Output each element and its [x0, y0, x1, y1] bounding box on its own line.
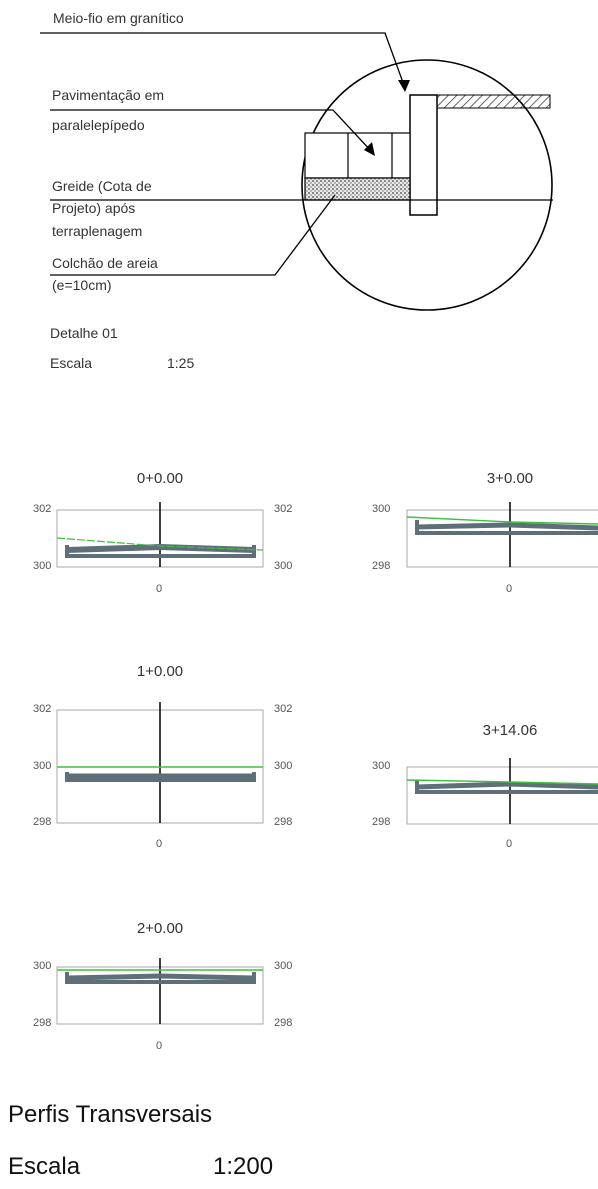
detail-circle [301, 59, 553, 311]
curb-block [409, 94, 438, 216]
detail-title: Detalhe 01 [50, 325, 118, 341]
label-greide-3: terraplenagem [52, 223, 143, 239]
label-pavimentacao-1: Pavimentação em [52, 87, 165, 103]
leader-meio-fio [40, 32, 406, 89]
detail-scale-value: 1:25 [167, 355, 195, 371]
profile-2 [56, 958, 264, 1025]
profile-2-ytop-right: 300 [274, 960, 293, 972]
profile-4-x-center: 0 [506, 838, 513, 850]
profile-3-x-center: 0 [506, 583, 513, 595]
detail-drawing [40, 32, 553, 311]
profile-1-ybottom-left: 298 [33, 816, 52, 828]
profile-1-ymid-left: 300 [33, 760, 52, 772]
profile-1-ytop-right: 302 [274, 703, 293, 715]
profile-1-x-center: 0 [156, 838, 163, 850]
profile-1-station: 1+0.00 [136, 663, 184, 680]
profile-0-ybottom-right: 300 [274, 560, 293, 572]
profile-0-ytop-right: 302 [274, 503, 293, 515]
profile-1 [56, 702, 264, 824]
profile-2-ybottom-right: 298 [274, 1017, 293, 1029]
profile-2-ytop-left: 300 [33, 960, 52, 972]
profile-3-ybottom-left: 298 [372, 560, 391, 572]
leader-colchao [50, 194, 336, 276]
profile-1-ymid-right: 300 [274, 760, 293, 772]
profile-4 [406, 758, 598, 825]
detail-scale-label: Escala [50, 355, 93, 371]
profile-0-x-center: 0 [156, 583, 163, 595]
label-greide-1: Greide (Cota de [52, 178, 152, 194]
profile-0 [56, 502, 264, 568]
profile-1-ybottom-right: 298 [274, 816, 293, 828]
profile-2-ybottom-left: 298 [33, 1017, 52, 1029]
footer-scale-value: 1:200 [213, 1153, 274, 1180]
label-pavimentacao-2: paralelepípedo [52, 117, 145, 133]
footer-title: Perfis Transversais [8, 1101, 213, 1128]
profile-2-station: 2+0.00 [136, 920, 184, 937]
profile-4-station: 3+14.06 [482, 722, 538, 739]
label-meio-fio: Meio-fio em granítico [53, 10, 184, 26]
profile-4-ybottom-left: 298 [372, 816, 391, 828]
profile-0-station: 0+0.00 [136, 470, 184, 487]
label-greide-2: Projeto) após [52, 200, 136, 216]
profile-3-ytop-left: 300 [372, 503, 391, 515]
profile-1-ytop-left: 302 [33, 703, 52, 715]
profile-2-x-center: 0 [156, 1040, 163, 1052]
profile-3 [406, 502, 598, 568]
profile-4-ytop-left: 300 [372, 760, 391, 772]
footer-scale-label: Escala [8, 1153, 81, 1180]
label-colchao-2: (e=10cm) [52, 277, 112, 293]
profiles-drawing [56, 502, 598, 1025]
leader-pavimentacao [50, 109, 373, 153]
profile-0-ytop-left: 302 [33, 503, 52, 515]
profile-3-station: 3+0.00 [486, 470, 534, 487]
label-colchao-1: Colchão de areia [52, 255, 158, 271]
profile-0-ybottom-left: 300 [33, 560, 52, 572]
